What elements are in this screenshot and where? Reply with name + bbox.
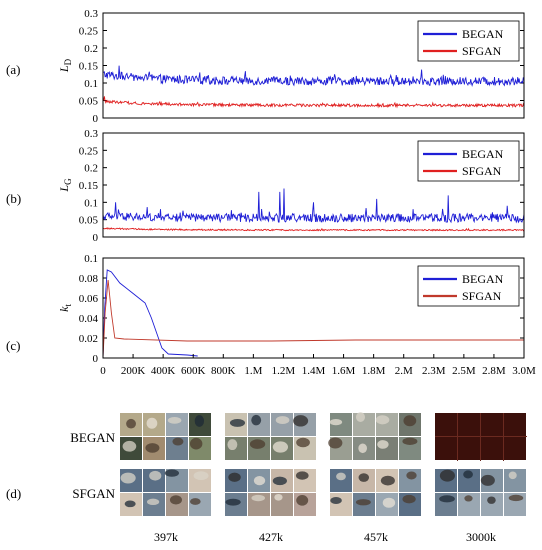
legend-label: BEGAN (462, 147, 504, 161)
y-tick-label: 0.08 (79, 273, 99, 285)
sample-grid (328, 412, 421, 460)
y-tick-label: 0.15 (79, 180, 99, 192)
series-line-sfgan (102, 279, 524, 359)
sample-image (504, 437, 526, 460)
sample-column-label: 397k (154, 530, 178, 544)
y-tick-label: 0.25 (79, 26, 99, 38)
row-label-sfgan: SFGAN (72, 486, 115, 501)
sample-grid (225, 469, 316, 516)
chart-panel: (b) LG 0 0.05 0.1 0.15 0.2 0.25 0.3 BEGAN SFGAN (6, 128, 525, 244)
sample-image (458, 493, 480, 516)
sample-grid (120, 469, 211, 516)
series-line-began (102, 188, 525, 224)
sample-grid (435, 413, 527, 461)
series-line-began (102, 65, 525, 88)
x-tick-label: 600K (181, 365, 206, 377)
x-tick-label: 1.2M (272, 365, 296, 377)
charts-group: (a) LD00.050.10.150.20.250.3BEGANSFGAN(b)… (6, 8, 536, 377)
y-tick-label: 0.02 (79, 333, 98, 345)
panel-label: (d) (6, 486, 21, 501)
chart-panel: (a) LD 0 0.05 0.1 0.15 0.2 0.25 0.3 BEGAN SFGAN (6, 8, 525, 125)
sample-column-label: 427k (259, 530, 283, 544)
y-tick-label: 0 (93, 232, 99, 244)
legend-box (417, 20, 520, 62)
x-tick-label: 400K (151, 365, 176, 377)
sample-column-label: 457k (364, 530, 388, 544)
x-tick-label: 1.8M (362, 365, 386, 377)
x-tick-label: 0 (100, 365, 106, 377)
sample-image (481, 413, 503, 436)
y-axis-label: LD (57, 58, 73, 73)
x-tick-label: 2.3M (422, 365, 446, 377)
y-tick-label: 0.1 (84, 78, 98, 90)
series-line-began (102, 269, 198, 359)
sample-grid (435, 469, 526, 516)
sample-image (330, 413, 352, 436)
legend-label: BEGAN (462, 27, 504, 41)
sample-image (189, 493, 211, 516)
x-tick-label: 2.8M (482, 365, 506, 377)
sample-image (481, 493, 503, 516)
y-tick-label: 0.05 (79, 96, 99, 108)
chart-panel: (c) kt 0 0.02 0.04 0.06 0.08 0.1 BEGAN SFGAN 0 200K… (6, 253, 536, 377)
legend-box (417, 140, 520, 182)
x-tick-label: 1.4M (302, 365, 326, 377)
y-axis-label: LG (57, 178, 73, 193)
y-tick-label: 0.15 (79, 61, 99, 73)
x-tick-label: 2.5M (452, 365, 476, 377)
panel-label: (a) (6, 62, 20, 77)
sample-grid (330, 469, 421, 516)
y-tick-label: 0.04 (79, 313, 99, 325)
y-tick-label: 0.06 (79, 293, 99, 305)
y-tick-label: 0.2 (84, 43, 98, 55)
series-line-sfgan (102, 226, 525, 232)
sample-image (166, 413, 188, 436)
y-tick-label: 0.25 (79, 145, 99, 157)
sample-column-label: 3000k (466, 530, 496, 544)
sample-image (458, 437, 480, 460)
sample-image (481, 437, 503, 460)
sample-image (225, 437, 247, 460)
legend-label: SFGAN (462, 44, 502, 58)
y-axis-label: kt (57, 304, 73, 312)
plot-frame (102, 132, 525, 238)
x-tick-label: 3.0M (512, 365, 536, 377)
y-tick-label: 0 (93, 113, 99, 125)
y-tick-label: 0.05 (79, 215, 99, 227)
sample-image (330, 469, 352, 492)
x-tick-label: 200K (121, 365, 146, 377)
row-label-began: BEGAN (70, 430, 115, 445)
sample-image (458, 413, 480, 436)
panel-label: (b) (6, 191, 21, 206)
x-tick-label: 1.6M (332, 365, 356, 377)
sample-image (376, 437, 398, 460)
sample-grid (225, 413, 316, 460)
y-tick-label: 0.1 (84, 253, 98, 265)
x-tick-label: 800K (211, 365, 236, 377)
legend-box (417, 265, 520, 307)
samples-group: (d) BEGAN SFGAN 397k 427k 457k 3000k (6, 412, 527, 544)
sample-image (504, 413, 526, 436)
plot-frame (102, 12, 525, 119)
legend-label: SFGAN (462, 289, 502, 303)
y-tick-label: 0 (93, 353, 99, 365)
y-tick-label: 0.1 (84, 197, 98, 209)
sample-image (435, 413, 457, 436)
sample-grid (120, 413, 211, 460)
series-line-sfgan (102, 96, 525, 109)
y-tick-label: 0.3 (84, 128, 98, 140)
x-tick-label: 1.M (244, 365, 262, 377)
sample-image (435, 437, 457, 460)
legend-label: SFGAN (462, 164, 502, 178)
legend-label: BEGAN (462, 272, 504, 286)
panel-label: (c) (6, 338, 20, 353)
y-tick-label: 0.2 (84, 163, 98, 175)
y-tick-label: 0.3 (84, 8, 98, 20)
sample-image (330, 493, 352, 516)
x-tick-label: 2.M (395, 365, 413, 377)
